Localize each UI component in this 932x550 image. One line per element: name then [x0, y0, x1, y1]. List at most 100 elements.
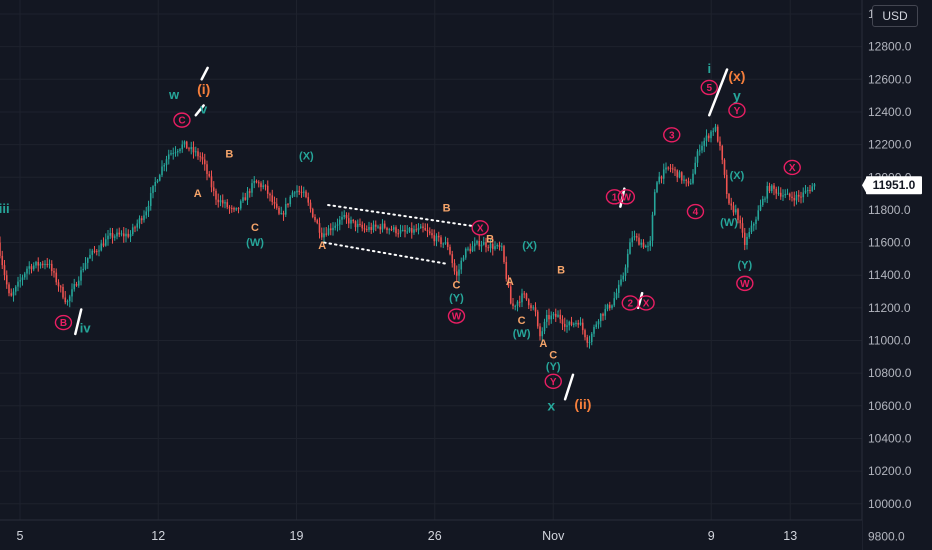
candle-body: [800, 196, 802, 198]
candle-body: [779, 192, 782, 197]
candle-body: [777, 192, 780, 194]
candle-body: [388, 229, 391, 231]
candle-body: [23, 273, 26, 278]
candle-body: [341, 216, 343, 220]
candle-body: [235, 208, 238, 210]
price-axis-background[interactable]: [862, 0, 932, 520]
wave-label: iv: [80, 320, 92, 335]
wave-label: A: [506, 276, 514, 288]
candle-body: [741, 223, 744, 233]
candle-body: [705, 135, 708, 141]
channel-line: [327, 204, 476, 228]
candle-body: [158, 175, 161, 181]
candle-body: [712, 130, 715, 132]
circled-label-ring: [54, 314, 73, 331]
wave-slash: [563, 373, 575, 401]
wave-slash: [200, 66, 209, 81]
candle-body: [300, 191, 303, 193]
candle-body: [590, 333, 593, 343]
circled-label: 2: [627, 298, 633, 309]
candle-body: [199, 156, 202, 158]
y-tick-label: 11200.0: [868, 301, 911, 315]
candle-body: [766, 185, 769, 199]
candle-body: [701, 145, 703, 151]
candle-body: [5, 275, 8, 285]
candle-body: [761, 198, 764, 206]
y-tick-label: 10800.0: [868, 366, 912, 380]
wave-label: (X): [522, 240, 537, 252]
candle-body: [667, 167, 670, 169]
candle-body: [658, 176, 661, 183]
circled-label-ring: [471, 220, 489, 236]
candle-body: [426, 229, 429, 232]
candle-body: [35, 261, 37, 266]
currency-button[interactable]: USD: [872, 5, 918, 27]
candle-body: [568, 321, 571, 326]
candle-body: [318, 223, 321, 233]
candle-body: [305, 191, 307, 198]
candle-body: [77, 280, 80, 286]
circled-label-ring: [544, 373, 562, 390]
candle-body: [419, 226, 422, 228]
candle-body: [390, 229, 393, 231]
candle-body: [372, 224, 375, 230]
candle-body: [68, 296, 71, 302]
candle-body: [37, 261, 40, 266]
price-badge-arrow: [862, 176, 867, 195]
candle-body: [21, 277, 24, 281]
wave-label: (i): [197, 81, 210, 97]
candle-body: [784, 193, 787, 196]
candle-body: [233, 208, 235, 210]
candle-body: [374, 224, 377, 227]
candle-body: [480, 244, 483, 247]
candle-body: [129, 234, 132, 237]
candle-body: [676, 170, 679, 178]
candle-body: [775, 188, 778, 194]
candle-body: [224, 202, 226, 204]
candle-body: [759, 205, 762, 211]
candle-body: [498, 244, 501, 247]
circled-label: X: [789, 163, 796, 174]
candle-body: [575, 322, 577, 324]
candle-body: [795, 194, 798, 201]
candle-body: [217, 199, 220, 203]
candle-body: [251, 183, 253, 193]
candle-body: [602, 314, 604, 316]
candle-body: [638, 237, 640, 245]
candle-body: [422, 226, 424, 229]
candle-body: [804, 190, 807, 193]
wave-slash: [708, 68, 729, 117]
wave-label: B: [443, 203, 451, 215]
candle-body: [503, 246, 505, 263]
candle-body: [71, 289, 73, 297]
candle-body: [669, 167, 672, 169]
candle-body: [293, 192, 296, 194]
candle-body: [633, 236, 636, 238]
candle-body: [84, 262, 87, 269]
candle-body: [32, 265, 35, 270]
candle-body: [55, 272, 58, 283]
candle-body: [710, 131, 712, 139]
candle-body: [739, 220, 742, 224]
candle-body: [59, 286, 62, 288]
candle-body: [350, 220, 352, 224]
candle-body: [514, 305, 517, 307]
candle-body: [588, 342, 591, 344]
candle-body: [291, 192, 294, 197]
candle-body: [561, 319, 564, 324]
circled-label-ring: [736, 275, 754, 292]
candle-body: [147, 205, 150, 212]
candle-body: [797, 194, 800, 197]
candle-body: [473, 243, 476, 247]
candle-body: [327, 228, 330, 235]
candle-body: [521, 293, 523, 303]
candle-body: [410, 228, 413, 233]
candle-body: [93, 250, 96, 252]
candle-body: [786, 193, 789, 195]
candle-body: [253, 180, 256, 184]
time-axis-background[interactable]: [0, 520, 862, 550]
candle-body: [534, 307, 537, 312]
wave-label: C: [251, 222, 259, 234]
